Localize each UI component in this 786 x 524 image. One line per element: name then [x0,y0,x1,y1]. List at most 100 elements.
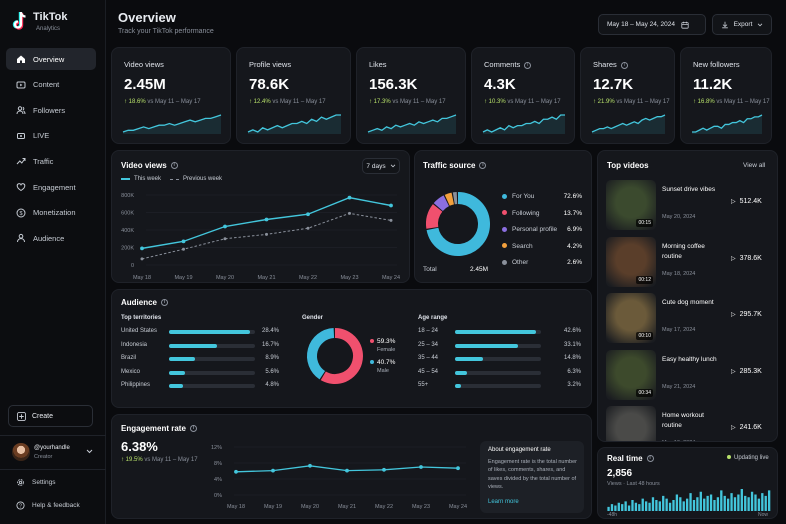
realtime-bar [655,500,658,511]
gender-name: Male [377,368,389,374]
realtime-sub: Views · Last 48 hours [607,481,660,487]
nav-item-content[interactable]: Content [6,74,96,96]
realtime-bar [668,502,672,511]
realtime-bar [621,504,624,511]
data-point [265,232,268,236]
kpi-change-pct: 18.6% [128,99,146,105]
home-icon [17,55,25,63]
nav-item-live[interactable]: LIVE [6,125,96,147]
video-item[interactable]: 00:34 Easy healthy lunch May 21, 2024 ▷ 285.… [606,349,774,402]
plus-square-icon [17,411,26,421]
user-profile[interactable]: @yourhandle Creator [10,442,98,464]
traffic-legend-item: Search 4.2% [502,243,582,250]
nav-item-overview[interactable]: Overview [6,48,96,70]
kpi-change-pct: 16.8% [697,99,715,105]
settings-label: Settings [32,479,56,486]
video-thumbnail[interactable]: 00:34 [606,349,656,400]
download-icon [721,21,728,28]
data-point [182,247,185,251]
gender-donut-chart [307,328,363,384]
nav-item-monetization[interactable]: $ Monetization [6,202,96,224]
brand-sub: Analytics [36,26,61,32]
video-duration: 00:10 [636,332,653,340]
live-icon [17,132,25,139]
create-button[interactable]: Create [8,405,93,427]
video-item[interactable]: 00:12 Morning coffee routine May 18, 2024 ▷… [606,236,774,289]
data-point [419,465,423,469]
traffic-source-pct: 6.9% [567,226,582,233]
legend-current: This week [134,176,162,182]
y-tick-label: 0 [131,263,134,269]
learn-more-link[interactable]: Learn more [488,499,519,505]
data-point [306,226,310,230]
x-tick-label: May 21 [257,275,275,281]
donut-slice [426,204,443,229]
age-bar-track [455,357,541,361]
up-arrow-icon: ↑ [249,99,254,105]
engagement-change: ↑ 19.5% vs May 11 – May 17 [121,457,198,463]
x-tick-label: May 22 [299,275,317,281]
legend-previous: Previous week [183,176,223,182]
export-button[interactable]: Export [712,14,772,35]
kpi-change: ↑ 10.3% vs May 11 – May 17 [484,99,561,105]
kpi-sparkline [692,114,763,134]
video-thumbnail[interactable]: 00:25 [606,406,656,441]
traffic-source-name: Search [512,242,533,250]
video-item[interactable]: 00:15 Sunset drive vibes May 20, 2024 ▷ 512.… [606,180,774,232]
y-tick-label: 4% [214,477,222,483]
video-item[interactable]: 00:25 Home workout routine May 19, 2024 ▷24… [606,406,774,441]
nav-item-traffic[interactable]: Traffic [6,150,96,172]
view-all-link[interactable]: View all [743,162,766,169]
territory-pct: 5.6% [265,368,279,375]
kpi-title-text: Likes [369,60,387,69]
data-point [389,203,393,208]
kpi-title: Likes [369,60,387,69]
video-thumbnail[interactable]: 00:10 [606,293,656,343]
age-name: 35 – 44 [418,355,439,361]
territory-pct: 4.8% [265,382,279,388]
video-date: May 17, 2024 [662,327,696,333]
realtime-bar [699,491,702,511]
sparkline-line [367,114,457,133]
engagement-title: Engagement rate i [121,424,197,433]
trend-icon [16,158,26,165]
nav-item-audience[interactable]: Audience [6,227,96,249]
realtime-bar [679,497,682,511]
brand-name: TikTok [33,11,68,23]
chart-legend: This week Previous week [121,176,222,182]
kpi-title: Shares i [593,60,628,69]
realtime-bar [665,498,668,511]
kpi-value: 78.6K [249,76,290,93]
traffic-total-value: 2.45M [470,266,489,273]
age-pct: 33.1% [563,341,581,348]
age-pct: 6.3% [567,368,581,375]
video-title: Cute dog moment [662,299,714,306]
realtime-bar [624,501,627,511]
nav-item-followers[interactable]: Followers [6,99,96,121]
date-range-picker[interactable]: May 18 – May 24, 2024 [598,14,706,35]
realtime-bar [723,495,726,511]
realtime-bar [713,500,716,511]
data-point [308,463,312,468]
traffic-title: Traffic source i [423,161,487,170]
gender-name: Female [377,347,396,353]
kpi-card: Profile views 78.6K ↑ 12.4% vs May 11 – Ma… [236,47,351,144]
range-select[interactable]: 7 days [362,158,400,174]
help-link[interactable]: ? Help & feedback [16,501,80,510]
info-icon: i [189,425,197,433]
territory-name: Philippines [121,382,151,388]
nav-item-engagement[interactable]: Engagement [6,176,96,198]
about-engagement-box: About engagement rate Engagement rate is… [480,441,584,513]
video-item[interactable]: 00:10 Cute dog moment May 17, 2024 ▷ 295.7K [606,293,774,345]
settings-link[interactable]: Settings [16,478,56,487]
video-title: Easy healthy lunch [662,355,717,363]
kpi-change: ↑ 17.3% vs May 11 – May 17 [369,99,446,105]
video-thumbnail[interactable]: 00:12 [606,236,656,287]
kpi-card: Likes 156.3K ↑ 17.3% vs May 11 – May 17 [356,47,466,144]
x-tick-label: May 19 [264,504,282,510]
video-thumbnail[interactable]: 00:15 [606,180,656,230]
y-tick-label: 800K [121,193,134,199]
traffic-legend-item: Other 2.6% [502,259,582,266]
kpi-value: 156.3K [369,76,418,93]
kpi-sparkline [482,114,565,134]
